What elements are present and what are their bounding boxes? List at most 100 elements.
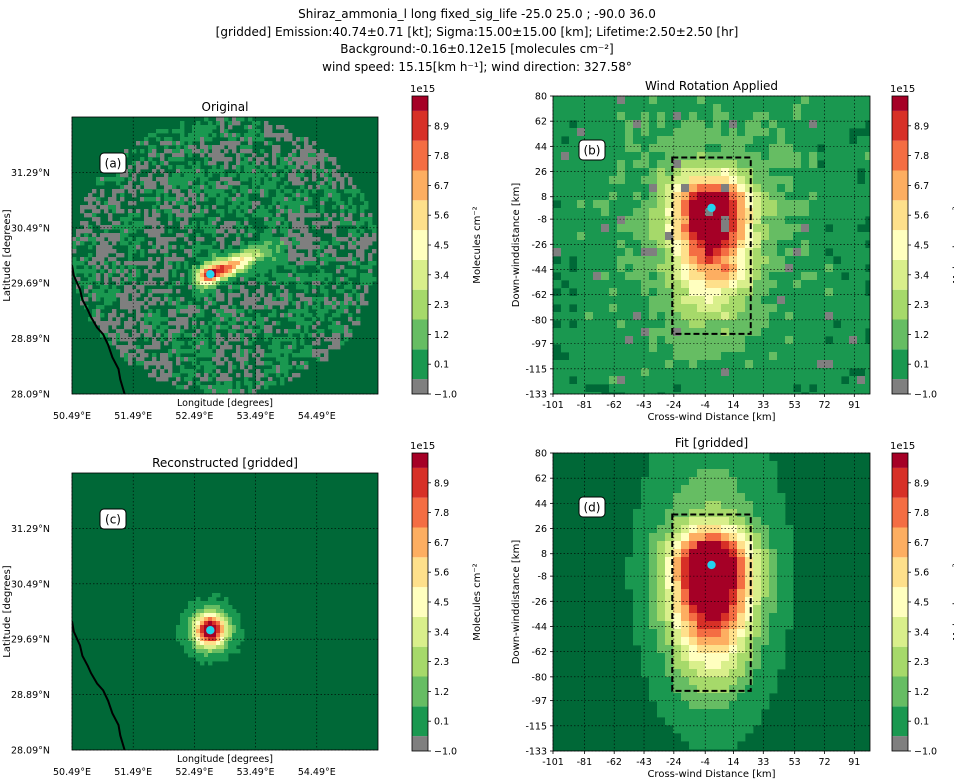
heatmap-cell bbox=[232, 265, 237, 270]
heatmap-cell bbox=[665, 629, 674, 638]
heatmap-cell bbox=[280, 229, 285, 234]
heatmap-cell bbox=[577, 232, 586, 241]
heatmap-cell bbox=[224, 601, 229, 606]
heatmap-cell bbox=[272, 149, 277, 154]
heatmap-cell bbox=[280, 241, 285, 246]
heatmap-cell bbox=[216, 281, 221, 286]
heatmap-cell bbox=[617, 256, 626, 265]
heatmap-cell bbox=[825, 384, 834, 393]
heatmap-cell bbox=[100, 305, 105, 310]
x-tick-label: -43 bbox=[636, 400, 652, 411]
heatmap-cell bbox=[609, 96, 618, 105]
heatmap-cell bbox=[360, 205, 365, 210]
heatmap-cell bbox=[288, 333, 293, 338]
heatmap-cell bbox=[673, 312, 682, 321]
heatmap-cell bbox=[160, 269, 165, 274]
heatmap-cell bbox=[208, 249, 213, 254]
heatmap-cell bbox=[204, 361, 209, 366]
heatmap-cell bbox=[737, 328, 746, 337]
heatmap-cell bbox=[641, 549, 650, 558]
heatmap-cell bbox=[713, 272, 722, 281]
heatmap-cell bbox=[865, 304, 870, 313]
heatmap-cell bbox=[276, 221, 281, 226]
heatmap-cell bbox=[745, 128, 754, 137]
heatmap-cell bbox=[753, 328, 762, 337]
heatmap-cell bbox=[132, 297, 137, 302]
heatmap-cell bbox=[641, 272, 650, 281]
heatmap-cell bbox=[689, 517, 698, 526]
heatmap-cell bbox=[625, 296, 634, 305]
heatmap-cell bbox=[248, 329, 253, 334]
heatmap-cell bbox=[204, 137, 209, 142]
heatmap-cell bbox=[276, 145, 281, 150]
heatmap-cell bbox=[745, 256, 754, 265]
heatmap-cell bbox=[336, 313, 341, 318]
heatmap-cell bbox=[689, 144, 698, 153]
heatmap-cell bbox=[228, 645, 233, 650]
heatmap-cell bbox=[657, 613, 666, 622]
heatmap-cell bbox=[284, 161, 289, 166]
heatmap-cell bbox=[364, 201, 369, 206]
heatmap-cell bbox=[713, 304, 722, 313]
heatmap-cell bbox=[280, 381, 285, 386]
heatmap-cell bbox=[312, 297, 317, 302]
heatmap-cell bbox=[641, 144, 650, 153]
heatmap-cell bbox=[769, 485, 778, 494]
heatmap-cell bbox=[284, 273, 289, 278]
heatmap-cell bbox=[164, 193, 169, 198]
heatmap-cell bbox=[689, 192, 698, 201]
heatmap-cell bbox=[268, 305, 273, 310]
heatmap-cell bbox=[116, 201, 121, 206]
heatmap-cell bbox=[833, 224, 842, 233]
heatmap-cell bbox=[761, 272, 770, 281]
heatmap-cell bbox=[184, 221, 189, 226]
heatmap-cell bbox=[144, 141, 149, 146]
heatmap-cell bbox=[324, 357, 329, 362]
heatmap-cell bbox=[320, 205, 325, 210]
heatmap-cell bbox=[753, 272, 762, 281]
heatmap-cell bbox=[705, 368, 714, 377]
heatmap-cell bbox=[352, 257, 357, 262]
heatmap-cell bbox=[208, 617, 213, 622]
heatmap-cell bbox=[344, 173, 349, 178]
heatmap-cell bbox=[681, 597, 690, 606]
heatmap-cell bbox=[356, 305, 361, 310]
heatmap-cell bbox=[156, 317, 161, 322]
heatmap-cell bbox=[769, 312, 778, 321]
heatmap-cell bbox=[793, 352, 802, 361]
heatmap-cell bbox=[296, 261, 301, 266]
heatmap-cell bbox=[633, 525, 642, 534]
colorbar-tick-label: 7.8 bbox=[434, 151, 449, 162]
heatmap-cell bbox=[228, 369, 233, 374]
heatmap-cell bbox=[224, 181, 229, 186]
heatmap-cell bbox=[356, 221, 361, 226]
heatmap-cell bbox=[248, 365, 253, 370]
heatmap-cell bbox=[753, 645, 762, 654]
heatmap-cell bbox=[729, 469, 738, 478]
heatmap-cell bbox=[641, 573, 650, 582]
heatmap-cell bbox=[673, 344, 682, 353]
heatmap-cell bbox=[236, 201, 241, 206]
heatmap-cell bbox=[553, 296, 562, 305]
heatmap-cell bbox=[188, 177, 193, 182]
heatmap-cell bbox=[857, 392, 866, 394]
heatmap-cell bbox=[665, 232, 674, 241]
heatmap-cell bbox=[368, 273, 373, 278]
heatmap-cell bbox=[236, 269, 241, 274]
heatmap-cell bbox=[300, 185, 305, 190]
heatmap-cell bbox=[617, 232, 626, 241]
heatmap-cell bbox=[176, 325, 181, 330]
heatmap-cell bbox=[561, 376, 570, 385]
heatmap-cell bbox=[112, 237, 117, 242]
heatmap-cell bbox=[240, 197, 245, 202]
heatmap-cell bbox=[212, 373, 217, 378]
heatmap-cell bbox=[228, 125, 233, 130]
heatmap-cell bbox=[228, 157, 233, 162]
heatmap-cell bbox=[176, 321, 181, 326]
colorbar-swatch bbox=[412, 289, 428, 320]
heatmap-cell bbox=[777, 493, 786, 502]
heatmap-cell bbox=[172, 209, 177, 214]
heatmap-cell bbox=[180, 221, 185, 226]
heatmap-cell bbox=[204, 133, 209, 138]
heatmap-cell bbox=[180, 629, 185, 634]
